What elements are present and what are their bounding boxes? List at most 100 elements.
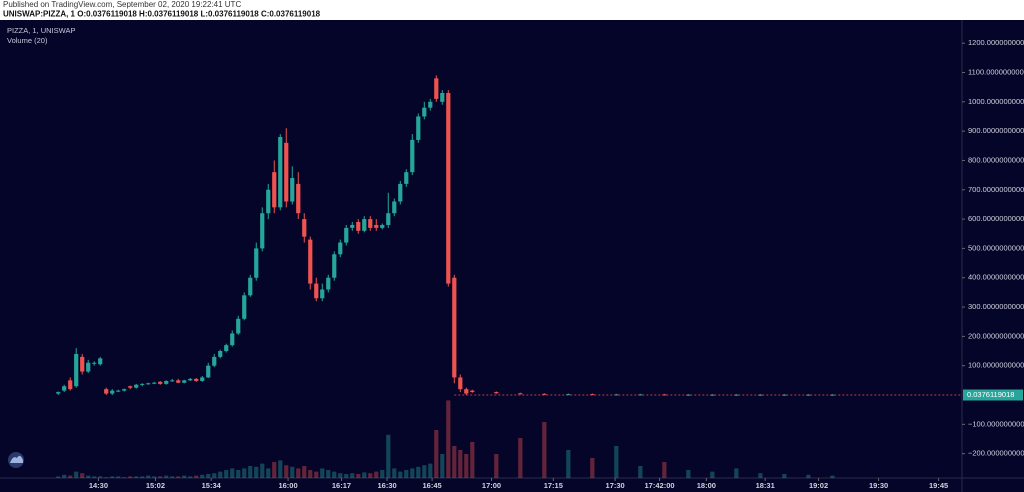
volume-bar [806, 474, 811, 478]
candle-body [254, 248, 259, 278]
candle-body [314, 283, 319, 299]
volume-bar [830, 475, 835, 478]
volume-bar [194, 475, 199, 478]
volume-bar [398, 471, 403, 478]
volume-bar [272, 462, 277, 478]
candle-body [140, 383, 145, 385]
candle-body [242, 295, 247, 319]
volume-bar [122, 477, 127, 478]
volume-bar [308, 470, 313, 478]
candle-body [206, 365, 211, 378]
volume-bar [128, 476, 133, 478]
candle-body [404, 172, 409, 184]
x-tick-label: 15:02 [146, 481, 165, 490]
candle-body [74, 353, 79, 387]
candle-body [440, 93, 445, 102]
volume-bar [686, 470, 691, 478]
volume-bar [494, 454, 499, 478]
x-tick-label: 19:45 [929, 481, 948, 490]
candle-body [236, 318, 241, 334]
y-tick-label: 1200.0000000000 [968, 38, 1024, 47]
candle-body [380, 224, 385, 228]
candle-body [62, 386, 67, 391]
candle-body [68, 380, 73, 390]
volume-bar [224, 470, 229, 478]
candle-body [326, 277, 331, 290]
candle-body [92, 362, 97, 364]
candle-body [686, 394, 691, 396]
volume-bar [434, 430, 439, 478]
volume-bar [386, 434, 391, 478]
volume-bar [614, 446, 619, 478]
x-tick-label: 17:00 [482, 481, 501, 490]
candle-body [458, 377, 463, 390]
volume-bar [440, 454, 445, 478]
volume-bar [428, 463, 433, 478]
candle-body [392, 201, 397, 214]
candle-body [494, 392, 499, 394]
candle-body [218, 351, 223, 357]
volume-bar [710, 471, 715, 478]
candle-body [386, 213, 391, 225]
volume-bar [146, 475, 151, 478]
volume-bar [374, 471, 379, 478]
volume-bar [518, 438, 523, 478]
chart-title: PIZZA, 1, UNISWAP [7, 26, 75, 35]
volume-bar [380, 470, 385, 478]
candle-body [176, 380, 181, 383]
candle-body [56, 392, 61, 394]
x-tick-label: 19:02 [809, 481, 828, 490]
candle-body [158, 381, 163, 384]
volume-bar [98, 476, 103, 478]
volume-bar [212, 473, 217, 478]
candle-body [344, 227, 349, 243]
volume-bar [266, 468, 271, 478]
price-tag [963, 389, 1023, 401]
candle-body [200, 377, 205, 381]
volume-bar [638, 466, 643, 478]
time-axis [0, 478, 962, 492]
candle-body [128, 386, 133, 388]
volume-bar [104, 477, 109, 478]
volume-bar [110, 476, 115, 478]
y-tick-label: 800.0000000000 [968, 155, 1024, 164]
candle-body [104, 389, 109, 394]
volume-bar [542, 422, 547, 478]
y-tick-label: −100.0000000000 [968, 419, 1024, 428]
x-tick-label: 17:42:00 [645, 481, 675, 490]
volume-bar [176, 476, 181, 478]
x-tick-label: 16:17 [332, 481, 351, 490]
candle-body [122, 389, 127, 391]
candle-body [272, 172, 277, 208]
volume-bar [416, 466, 421, 478]
volume-bar [332, 471, 337, 478]
volume-bar [314, 471, 319, 478]
candle-body [302, 219, 307, 237]
candle-body [224, 345, 229, 352]
volume-bar [338, 473, 343, 478]
volume-bar [80, 473, 85, 478]
volume-bar [350, 473, 355, 478]
y-tick-label: 300.0000000000 [968, 302, 1024, 311]
candle-body [194, 378, 199, 381]
candle-body [320, 289, 325, 299]
volume-bar [260, 463, 265, 478]
volume-bar [152, 476, 157, 478]
candle-body [260, 213, 265, 249]
y-tick-label: 500.0000000000 [968, 243, 1024, 252]
candle-body [446, 93, 451, 284]
y-tick-label: 600.0000000000 [968, 214, 1024, 223]
candle-body [146, 383, 151, 385]
candle-body [80, 356, 85, 372]
candle-body [110, 390, 115, 394]
candle-body [452, 277, 457, 378]
y-tick-label: 700.0000000000 [968, 185, 1024, 194]
candle-body [332, 254, 337, 278]
volume-bar [662, 462, 667, 478]
candle-body [170, 380, 175, 382]
volume-bar [218, 471, 223, 478]
candle-body [416, 116, 421, 140]
x-tick-label: 18:31 [756, 481, 775, 490]
x-tick-label: 18:00 [697, 481, 716, 490]
